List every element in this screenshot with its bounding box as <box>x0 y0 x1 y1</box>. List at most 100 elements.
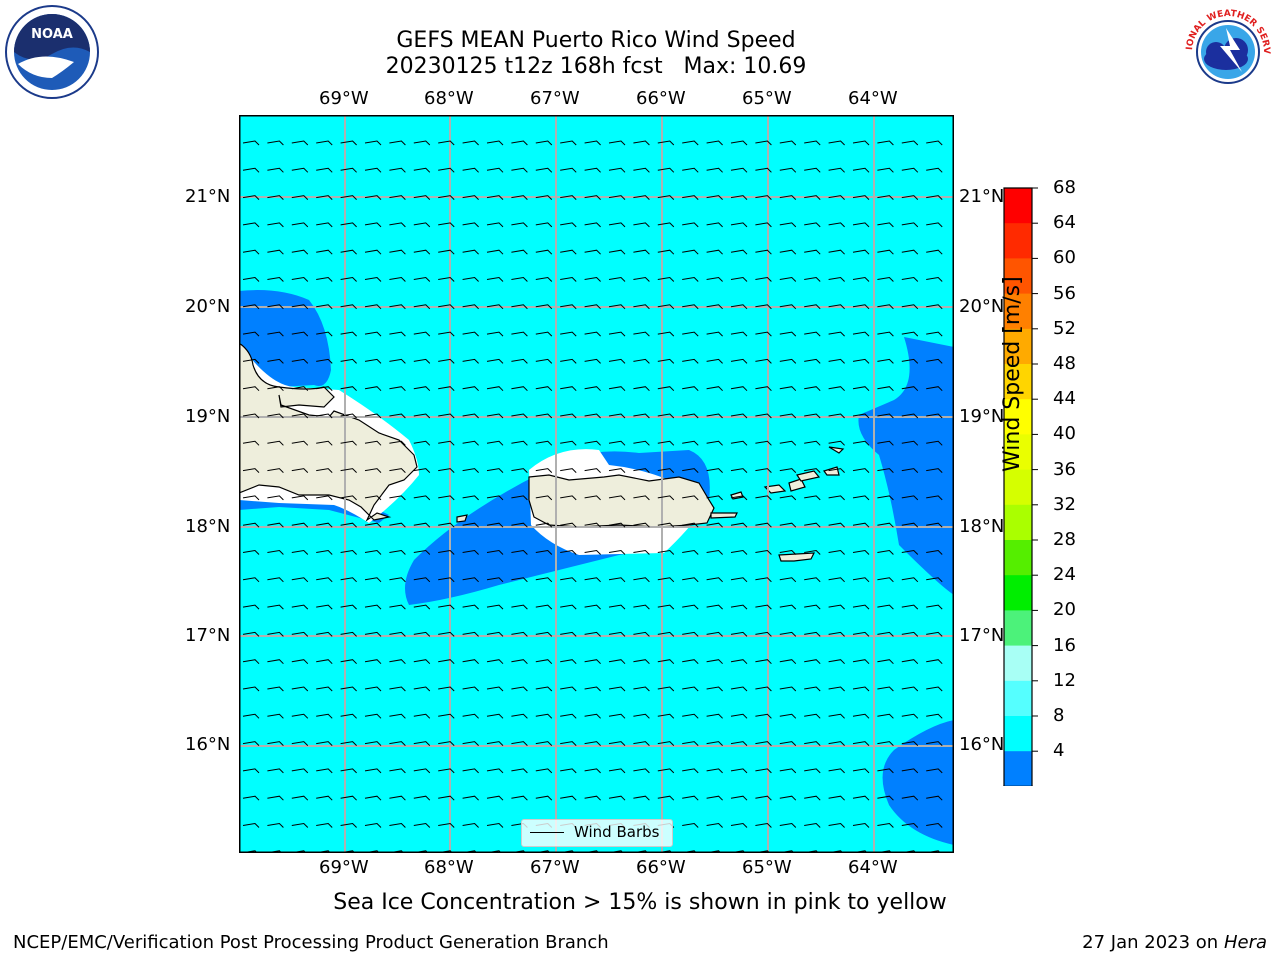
wind-barb <box>755 522 772 528</box>
wind-barb <box>706 713 723 719</box>
wind-barb <box>462 686 479 692</box>
wind-barb <box>877 768 894 774</box>
wind-barb <box>535 768 553 774</box>
wind-barb <box>584 276 601 282</box>
lat-left-label-17n: 17°N <box>185 625 231 646</box>
wind-barb <box>462 413 479 419</box>
wind-barb <box>657 659 675 665</box>
wind-barb <box>608 249 626 255</box>
wind-barb <box>486 604 504 610</box>
wind-barb <box>535 741 553 746</box>
wind-barb <box>340 358 357 364</box>
wind-barb <box>877 440 894 446</box>
wind-barb <box>291 140 309 146</box>
wind-barb <box>877 249 894 255</box>
wind-barb <box>926 659 943 665</box>
wind-barb <box>364 659 382 665</box>
wind-barb <box>364 167 382 173</box>
wind-barb <box>584 741 601 746</box>
wind-barb <box>779 167 797 173</box>
wind-barb <box>608 167 626 173</box>
wind-barb <box>877 276 894 282</box>
wind-barb <box>779 222 797 228</box>
wind-barb <box>852 386 870 392</box>
wind-barb <box>926 795 943 801</box>
wind-barb <box>242 631 260 637</box>
wind-barb <box>852 140 870 146</box>
wind-barb <box>486 413 504 419</box>
wind-barb <box>828 631 845 637</box>
lon-top-label-66w: 66°W <box>636 88 686 109</box>
wind-barb <box>560 631 577 637</box>
wind-barb <box>608 195 626 200</box>
wind-barb <box>389 249 406 255</box>
wind-barb <box>779 713 797 719</box>
colorbar-tick-label: 20 <box>1053 599 1076 621</box>
wind-barb <box>901 167 919 173</box>
lat-left-label-20n: 20°N <box>185 296 231 317</box>
wind-barb <box>267 686 284 692</box>
wind-barb <box>291 413 309 419</box>
wind-barb <box>706 822 723 828</box>
wind-barb <box>413 140 431 146</box>
colorbar-segment <box>1004 399 1032 435</box>
wind-barb <box>267 713 284 719</box>
wind-barb <box>657 631 675 637</box>
wind-barb <box>706 468 723 473</box>
wind-barb <box>242 495 260 501</box>
wind-barb <box>267 413 284 419</box>
wind-barb <box>511 686 528 692</box>
wind-barb <box>535 631 553 637</box>
wind-barb <box>340 604 357 610</box>
wind-barb <box>560 331 577 337</box>
wind-barb <box>267 659 284 665</box>
wind-barb <box>242 358 260 364</box>
wind-barb <box>535 140 553 146</box>
wind-barb <box>267 468 284 473</box>
wind-barb <box>682 195 699 200</box>
wind-barb <box>389 659 406 665</box>
wind-barb <box>242 167 260 173</box>
wind-barb <box>633 741 650 746</box>
wind-barb <box>828 713 845 719</box>
wind-barb <box>291 741 309 746</box>
wind-barb <box>730 686 748 692</box>
wind-barb <box>438 386 455 392</box>
wind-barb <box>364 549 382 555</box>
wind-barb <box>438 413 455 419</box>
wind-barb <box>877 140 894 146</box>
wind-barb <box>291 468 309 473</box>
wind-barb <box>438 468 455 473</box>
wind-barb <box>340 522 357 528</box>
wind-barb <box>657 331 675 337</box>
wind-barb <box>828 741 845 746</box>
wind-barb <box>804 468 821 473</box>
wind-barb <box>340 140 357 146</box>
wind-barb <box>682 768 699 774</box>
wind-barb <box>438 222 455 228</box>
wind-barb <box>926 358 943 364</box>
wind-barb <box>413 468 431 473</box>
wind-barb <box>486 358 504 364</box>
wind-barb <box>535 413 553 419</box>
wind-barb <box>389 768 406 774</box>
wind-barb <box>804 222 821 228</box>
wind-barb <box>926 249 943 255</box>
wind-barb <box>828 167 845 173</box>
wind-barb <box>584 331 601 337</box>
lat-left-label-19n: 19°N <box>185 406 231 427</box>
wind-barb <box>657 440 675 446</box>
wind-barb <box>316 495 333 501</box>
wind-barb <box>804 195 821 200</box>
wind-barb <box>730 741 748 746</box>
wind-barb <box>242 331 260 337</box>
wind-barb <box>804 358 821 364</box>
wind-barb <box>901 276 919 282</box>
wind-barb <box>852 686 870 692</box>
wind-barb <box>316 713 333 719</box>
wind-barb <box>608 713 626 719</box>
colorbar-segment <box>1004 434 1032 471</box>
colorbar-segment <box>1004 645 1032 682</box>
wind-barb <box>852 249 870 255</box>
wind-barb <box>267 577 284 583</box>
